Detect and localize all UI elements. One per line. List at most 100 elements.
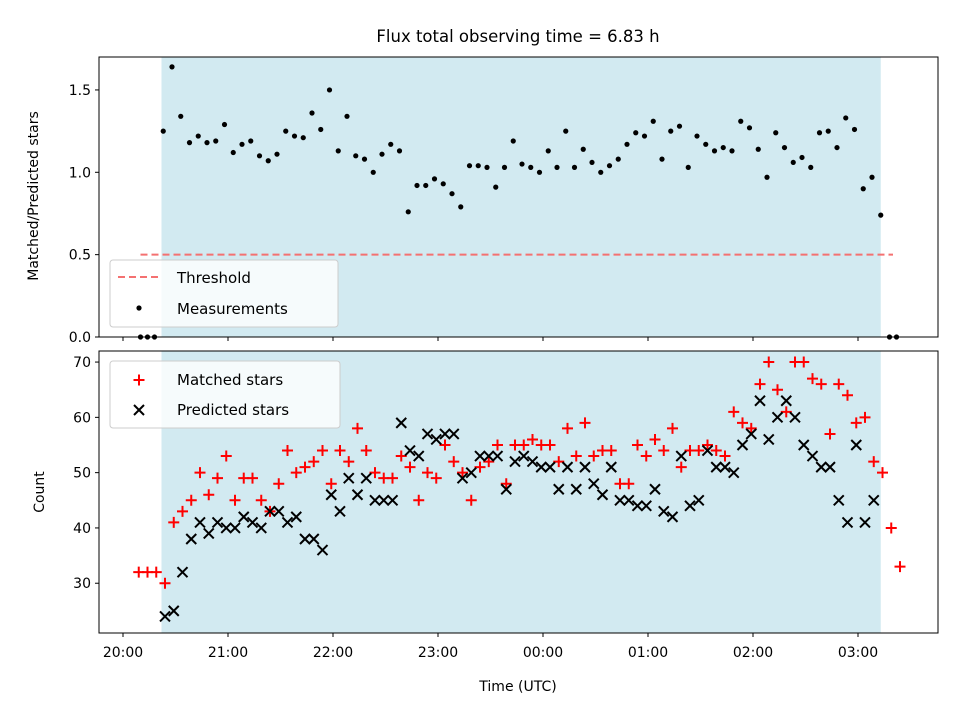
matched-point (220, 450, 232, 462)
count-axes-frame (98, 350, 939, 634)
x-tick-label: 02:00 (733, 645, 773, 661)
count-y-label: Count (32, 471, 48, 513)
predicted-point (203, 527, 215, 540)
predicted-point (850, 439, 862, 451)
matched-point (623, 478, 635, 490)
predicted-point (518, 450, 530, 462)
predicted-point (728, 466, 740, 479)
matched-point (360, 445, 372, 457)
measurement-point (703, 141, 709, 147)
matched-point (824, 428, 836, 440)
measurement-point (484, 164, 490, 170)
legend-predicted-label: Predicted stars (177, 401, 289, 419)
predicted-point (736, 439, 749, 451)
predicted-point (325, 489, 337, 501)
measurement-point (851, 126, 858, 133)
measurement-point (825, 128, 831, 134)
matched-point (413, 494, 425, 506)
ratio-y-axis: 0.0 0.5 1.0 1.5 (69, 83, 99, 346)
legend-predicted-swatch (133, 404, 145, 416)
measurement-point (493, 184, 499, 190)
predicted-point (255, 522, 267, 534)
measurement-point (536, 169, 543, 175)
measurement-point (589, 159, 595, 166)
measurement-point (283, 128, 289, 134)
matched-point (780, 406, 792, 418)
matched-point (343, 456, 355, 468)
measurement-point (720, 144, 726, 151)
ratio-axes-frame (98, 56, 939, 338)
predicted-point (509, 455, 521, 468)
matched-point (570, 450, 582, 462)
matched-point (562, 422, 573, 434)
chart-title: Flux total observing time = 6.83 h (376, 27, 659, 46)
predicted-point (185, 533, 197, 545)
matched-point (605, 445, 617, 457)
y-tick-label: 50 (73, 466, 91, 482)
predicted-point (378, 494, 390, 507)
measurement-point (291, 133, 298, 139)
predicted-point (176, 566, 189, 578)
predicted-point (815, 461, 827, 473)
measurement-point (510, 138, 516, 144)
legend-box (109, 259, 339, 328)
matched-point (553, 456, 565, 468)
matched-point (212, 472, 223, 484)
matched-point (894, 561, 906, 573)
matched-point (247, 472, 258, 484)
matched-point (833, 378, 845, 390)
matched-point (290, 467, 302, 479)
measurement-point (528, 164, 534, 170)
matched-point (422, 467, 433, 479)
predicted-point (570, 483, 582, 495)
matched-point (693, 445, 705, 457)
measurement-point (230, 149, 236, 156)
legend-measurement-label: Measurements (177, 300, 288, 318)
predicted-point (168, 605, 180, 617)
predicted-point (763, 433, 775, 446)
measurement-point (361, 156, 368, 162)
matched-point (588, 450, 600, 462)
measurement-point (598, 169, 604, 175)
measurement-point (274, 151, 280, 157)
x-tick-label: 00:00 (523, 645, 563, 661)
matched-point (658, 445, 670, 457)
predicted-point (649, 483, 661, 495)
measurement-point (169, 64, 175, 70)
predicted-point (369, 494, 381, 507)
matched-point (404, 461, 416, 473)
predicted-point (824, 461, 836, 473)
ratio-panel: 0.0 0.5 1.0 1.5 Matched/Predicted stars Thr… (26, 56, 939, 346)
predicted-point (596, 489, 609, 501)
ratio-marks (137, 64, 900, 340)
y-tick-label: 40 (73, 521, 91, 537)
x-tick-label: 01:00 (628, 645, 668, 661)
measurement-point (659, 156, 665, 162)
matched-point (815, 378, 827, 390)
matched-point (667, 422, 678, 434)
predicted-point (710, 461, 722, 473)
x-axis-label: Time (UTC) (478, 679, 556, 695)
matched-point (299, 461, 311, 473)
matched-point (868, 456, 880, 468)
measurement-point (860, 186, 866, 192)
matched-point (877, 467, 888, 479)
predicted-point (430, 433, 442, 446)
matched-point (168, 516, 180, 528)
measurement-point (834, 144, 840, 151)
measurement-point (414, 182, 420, 189)
measurement-point (440, 181, 446, 187)
x-tick-label: 22:00 (313, 645, 353, 661)
predicted-point (351, 489, 364, 501)
matched-point (579, 417, 591, 429)
matched-point (500, 478, 512, 490)
x-tick-label: 21:00 (208, 645, 248, 661)
predicted-point (754, 395, 766, 407)
matched-point (282, 445, 293, 457)
measurement-point (265, 158, 271, 164)
measurement-point (475, 163, 481, 169)
predicted-point (806, 450, 819, 462)
y-tick-label: 0.0 (69, 330, 91, 346)
predicted-point (771, 411, 784, 424)
